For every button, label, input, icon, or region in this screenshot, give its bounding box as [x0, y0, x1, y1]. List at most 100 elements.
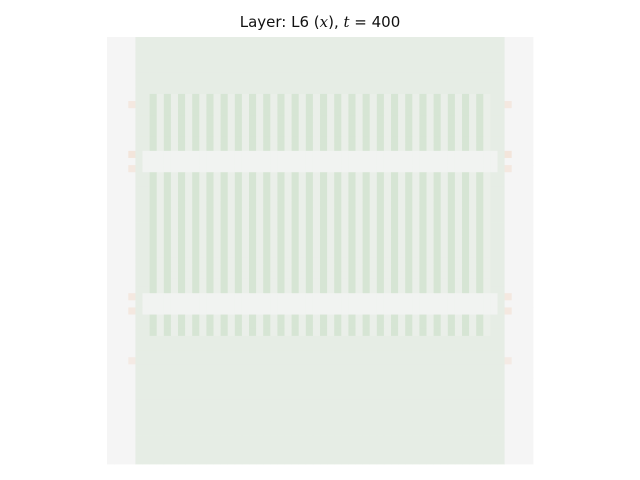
heatmap-cell: [518, 115, 527, 123]
heatmap-cell: [312, 222, 321, 230]
heatmap-cell: [185, 122, 193, 130]
heatmap-cell: [433, 271, 442, 280]
heatmap-cell: [334, 357, 342, 365]
heatmap-cell: [383, 115, 392, 123]
heatmap-cell: [419, 37, 427, 45]
heatmap-cell: [114, 51, 122, 59]
heatmap-cell: [277, 86, 285, 95]
heatmap-cell: [320, 72, 328, 81]
heatmap-cell: [462, 307, 470, 315]
heatmap-cell: [178, 136, 186, 145]
heatmap-cell: [454, 214, 463, 223]
heatmap-cell: [476, 364, 484, 372]
heatmap-cell: [277, 44, 285, 52]
heatmap-cell: [256, 37, 264, 45]
heatmap-cell: [185, 136, 193, 145]
heatmap-cell: [263, 58, 271, 66]
heatmap-cell: [213, 243, 221, 251]
heatmap-cell: [170, 278, 179, 287]
heatmap-cell: [440, 207, 449, 216]
heatmap-cell: [469, 136, 477, 145]
heatmap-cell: [192, 150, 200, 159]
heatmap-cell: [185, 392, 193, 401]
heatmap-cell: [376, 428, 385, 436]
heatmap-cell: [348, 136, 356, 145]
heatmap-cell: [206, 300, 214, 308]
heatmap-cell: [469, 165, 477, 173]
heatmap-cell: [462, 371, 470, 379]
heatmap-cell: [412, 93, 420, 102]
heatmap-cell: [525, 300, 534, 308]
heatmap-cell: [121, 101, 129, 109]
heatmap-cell: [291, 179, 300, 187]
heatmap-cell: [426, 143, 434, 152]
heatmap-cell: [419, 449, 427, 458]
heatmap-cell: [518, 200, 527, 209]
heatmap-cell: [213, 293, 221, 301]
heatmap-cell: [348, 143, 356, 152]
heatmap-cell: [398, 222, 406, 230]
heatmap-cell: [419, 143, 427, 152]
heatmap-cell: [114, 350, 122, 358]
heatmap-cell: [128, 399, 136, 408]
heatmap-cell: [490, 51, 498, 59]
heatmap-cell: [178, 207, 186, 216]
heatmap-cell: [433, 350, 442, 358]
heatmap-cell: [348, 435, 356, 444]
heatmap-cell: [156, 157, 165, 166]
heatmap-cell: [454, 250, 463, 259]
heatmap-cell: [142, 122, 150, 130]
heatmap-cell: [298, 165, 307, 173]
heatmap-cell: [284, 157, 292, 166]
heatmap-cell: [291, 442, 300, 451]
heatmap-cell: [341, 286, 349, 294]
heatmap-cell: [213, 435, 221, 444]
heatmap-cell: [156, 165, 165, 173]
heatmap-cell: [511, 122, 520, 130]
heatmap-cell: [405, 143, 413, 152]
heatmap-cell: [256, 172, 264, 180]
heatmap-cell: [206, 456, 214, 465]
heatmap-cell: [185, 456, 193, 465]
heatmap-cell: [511, 193, 520, 202]
heatmap-cell: [426, 307, 434, 315]
heatmap-cell: [114, 37, 122, 45]
heatmap-cell: [369, 115, 378, 123]
heatmap-cell: [156, 101, 165, 109]
heatmap-cell: [241, 371, 250, 379]
heatmap-cell: [270, 143, 278, 152]
heatmap-cell: [284, 286, 292, 294]
heatmap-cell: [469, 286, 477, 294]
heatmap-cell: [298, 79, 307, 88]
heatmap-cell: [234, 207, 243, 216]
heatmap-cell: [348, 350, 356, 358]
heatmap-cell: [334, 449, 342, 458]
heatmap-cell: [327, 129, 335, 138]
heatmap-cell: [362, 357, 371, 365]
heatmap-cell: [291, 407, 300, 415]
heatmap-cell: [178, 79, 186, 88]
heatmap-cell: [249, 222, 257, 230]
heatmap-cell: [298, 321, 307, 330]
heatmap-cell: [462, 250, 470, 259]
heatmap-cell: [121, 86, 129, 95]
heatmap-cell: [142, 243, 150, 251]
heatmap-cell: [320, 122, 328, 130]
heatmap-cell: [518, 222, 527, 230]
heatmap-cell: [462, 51, 470, 59]
heatmap-cell: [518, 456, 527, 465]
heatmap-cell: [149, 186, 158, 194]
heatmap-cell: [376, 449, 385, 458]
heatmap-cell: [241, 193, 250, 202]
heatmap-cell: [256, 65, 264, 73]
heatmap-cell: [469, 371, 477, 379]
heatmap-cell: [341, 435, 349, 444]
heatmap-cell: [128, 343, 136, 351]
heatmap-cell: [341, 229, 349, 237]
heatmap-cell: [284, 79, 292, 88]
heatmap-cell: [213, 257, 221, 266]
heatmap-cell: [376, 321, 385, 330]
heatmap-cell: [348, 214, 356, 223]
heatmap-cell: [234, 136, 243, 145]
heatmap-cell: [234, 428, 243, 436]
